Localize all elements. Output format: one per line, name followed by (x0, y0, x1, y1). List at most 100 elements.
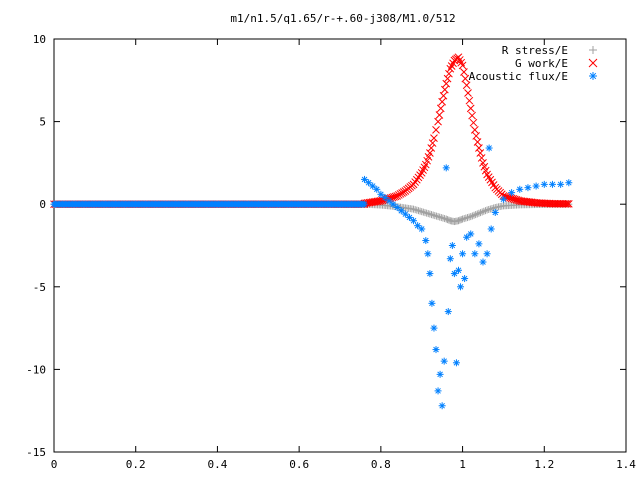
acoustic-flux-e-point (440, 357, 448, 365)
g-work-e-point (428, 139, 437, 147)
acoustic-flux-e-point (467, 230, 475, 238)
acoustic-flux-e-point (457, 283, 465, 291)
acoustic-flux-e-point (397, 207, 405, 215)
r-stress-e-point (465, 213, 473, 221)
g-work-e-point (462, 81, 471, 90)
g-work-e-point (460, 68, 468, 76)
legend-marker (589, 72, 597, 80)
g-work-e-point (439, 91, 448, 100)
acoustic-flux-e-point (479, 258, 487, 266)
g-work-e-point (420, 163, 429, 172)
axes: 0 0.2 0.4 0.6 0.8 1 1.2 1.4 10 5 0 -5 -10 -15 (26, 33, 636, 471)
y-tick-label: -15 (26, 446, 46, 459)
g-work-e-point (430, 134, 438, 142)
g-work-e-point (390, 193, 398, 201)
acoustic-flux-e-point (426, 270, 434, 278)
acoustic-flux-e-point (442, 164, 450, 172)
g-work-e-point (468, 111, 476, 120)
g-work-e-point (527, 198, 536, 207)
r-stress-e-point (424, 210, 432, 218)
g-work-e-point (512, 196, 521, 204)
y-tick-label: 5 (39, 116, 46, 129)
acoustic-flux-e-point (365, 179, 373, 187)
x-tick-label: 1.4 (616, 458, 636, 471)
acoustic-flux-e-point (434, 387, 442, 395)
acoustic-flux-e-point (483, 250, 491, 258)
legend-label: Acoustic flux/E (469, 70, 568, 83)
acoustic-flux-e-point (430, 324, 438, 332)
acoustic-flux-e-point (475, 240, 483, 248)
g-work-e-point (438, 97, 446, 106)
acoustic-flux-e-point (557, 180, 565, 188)
y-tick-label: 0 (39, 198, 46, 211)
r-stress-e-point (432, 212, 440, 220)
legend-label: R stress/E (502, 44, 568, 57)
r-stress-e-point (478, 208, 486, 216)
acoustic-flux-e-point (452, 359, 460, 367)
g-work-e-point (432, 126, 440, 134)
data-points (50, 53, 573, 410)
acoustic-flux-e-point (410, 217, 418, 225)
g-work-e-point (466, 104, 475, 113)
x-tick-label: 1 (459, 458, 466, 471)
acoustic-flux-e-point (508, 189, 516, 197)
acoustic-flux-e-point (377, 190, 385, 198)
g-work-e-point (445, 69, 453, 78)
r-stress-e-point (473, 210, 481, 218)
r-stress-e-point (475, 209, 483, 217)
g-work-e-point (473, 138, 482, 146)
g-work-e-point (469, 118, 478, 127)
x-tick-label: 0.4 (207, 458, 227, 471)
acoustic-flux-e-point (414, 222, 422, 230)
acoustic-flux-e-point (381, 194, 389, 202)
acoustic-flux-e-point (393, 204, 401, 212)
x-tick-label: 0 (51, 458, 58, 471)
r-stress-e-point (468, 212, 476, 220)
r-stress-e-point (416, 207, 424, 215)
g-work-e-point (477, 154, 486, 162)
g-work-e-point (443, 74, 452, 83)
plot-frame (53, 38, 627, 453)
acoustic-flux-e-baseline (50, 200, 368, 208)
acoustic-flux-e-point (454, 266, 462, 274)
g-work-e-point (470, 126, 479, 134)
g-work-e-point (464, 89, 472, 97)
g-work-e-point (436, 104, 445, 113)
g-work-e-point (472, 132, 481, 140)
legend-label: G work/E (515, 57, 568, 70)
acoustic-flux-e-point (532, 182, 540, 190)
r-stress-e-point (472, 211, 480, 219)
r-stress-e-point (444, 216, 452, 224)
acoustic-flux-e-point (422, 237, 430, 245)
r-stress-e-point (408, 205, 416, 213)
g-work-e-point (435, 111, 444, 119)
acoustic-flux-e-point (565, 179, 573, 187)
acoustic-flux-e-point (485, 144, 493, 152)
acoustic-flux-e-point (418, 225, 426, 233)
g-work-e-point (416, 171, 424, 179)
acoustic-flux-e-point (446, 255, 454, 263)
g-work-e-point (441, 85, 449, 94)
acoustic-flux-e-point (401, 210, 409, 218)
acoustic-flux-e-point (424, 250, 432, 258)
g-work-e-point (449, 59, 457, 68)
g-work-e-point (481, 166, 490, 175)
x-tick-label: 0.8 (371, 458, 391, 471)
acoustic-flux-e-point (361, 175, 369, 183)
x-tick-label: 0.6 (289, 458, 309, 471)
y-tick-label: -5 (33, 281, 46, 294)
acoustic-flux-e-point (461, 275, 469, 283)
acoustic-flux-e-point (438, 402, 446, 410)
acoustic-flux-e-point (448, 242, 456, 249)
acoustic-flux-e-point (373, 185, 381, 193)
g-work-e-point (489, 181, 498, 189)
acoustic-flux-e-point (444, 308, 452, 316)
acoustic-flux-e-point (385, 197, 393, 205)
g-work-e-point (563, 199, 572, 208)
acoustic-flux-e-point (524, 184, 532, 192)
g-work-e-point (373, 197, 382, 206)
g-work-e-point (457, 58, 466, 67)
g-work-e-point (399, 188, 408, 196)
